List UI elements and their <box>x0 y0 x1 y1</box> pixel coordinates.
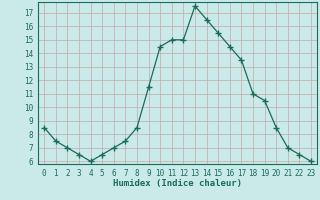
X-axis label: Humidex (Indice chaleur): Humidex (Indice chaleur) <box>113 179 242 188</box>
